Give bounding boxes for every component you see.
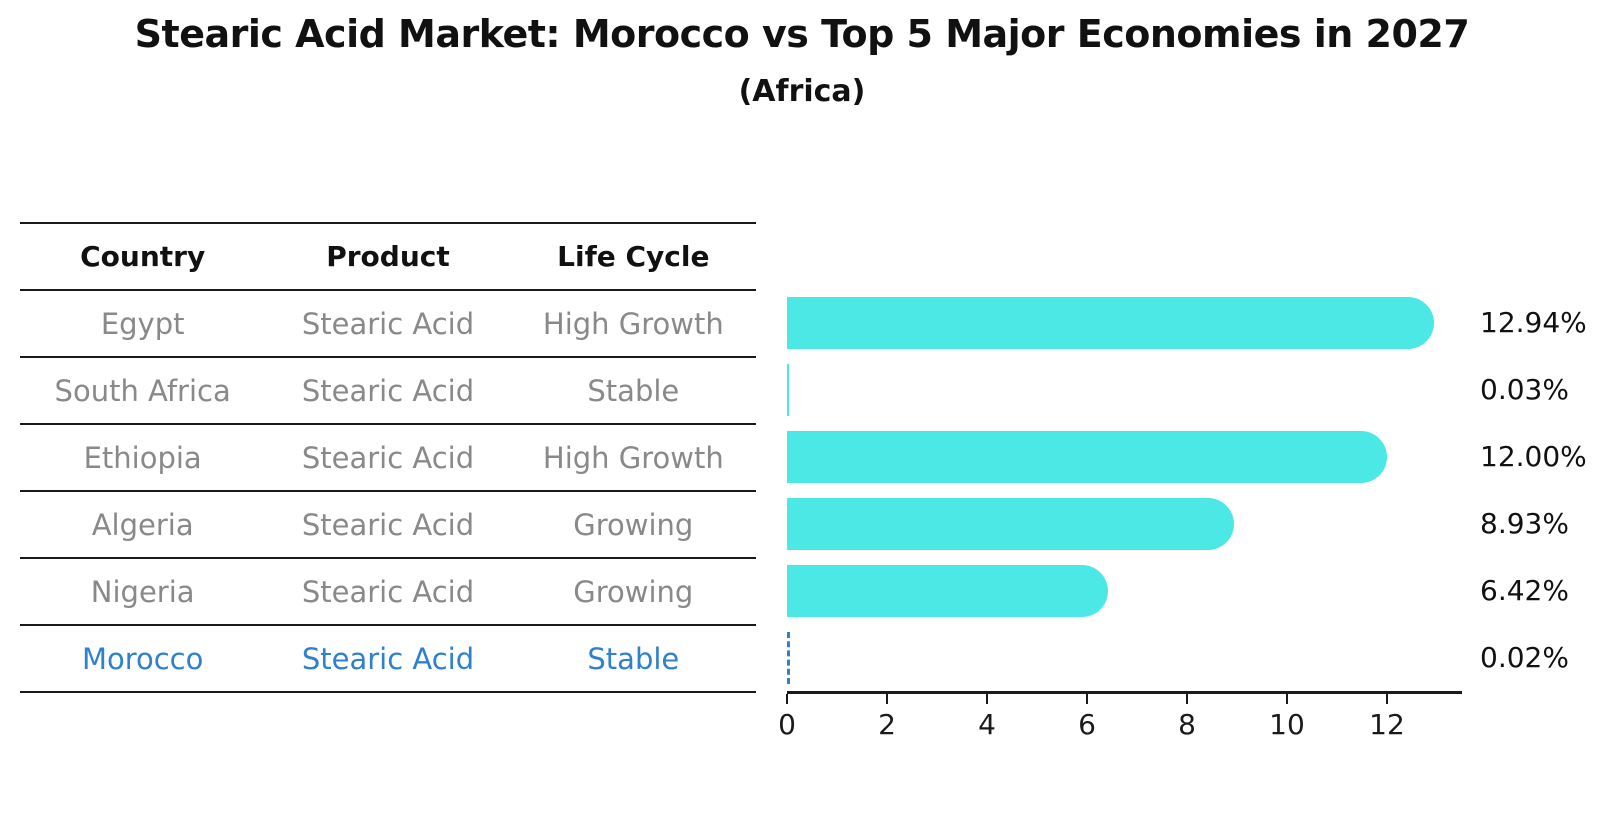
x-axis: 0 2 4 6 8 10 12 [778,694,1462,754]
bar-value-label: 12.94% [1480,306,1587,339]
table-row: Algeria Stearic Acid Growing [20,490,756,557]
tick-mark [1386,694,1388,704]
bar [787,363,789,416]
bar-row [787,423,1462,490]
chart-title: Stearic Acid Market: Morocco vs Top 5 Ma… [134,12,1470,56]
tick-mark [986,694,988,704]
bar-value-label: 0.02% [1480,641,1569,674]
product-cell: Stearic Acid [301,306,475,341]
tick-mark [1086,694,1088,704]
column-header-product: Product [326,240,450,273]
life-cycle-cell: Growing [573,507,694,542]
bar-value-label: 0.03% [1480,373,1569,406]
value-labels: 12.94% 0.03% 12.00% 8.93% 6.42% 0.02% [1480,289,1604,691]
country-cell: Algeria [91,507,194,542]
tick-label: 10 [1269,708,1305,741]
table-row: Egypt Stearic Acid High Growth [20,289,756,356]
country-table: Country Product Life Cycle Egypt Stearic… [20,222,756,693]
bar-value-label: 8.93% [1480,507,1569,540]
bar-row [787,289,1462,356]
bar [787,564,1108,617]
life-cycle-cell: Stable [587,641,680,676]
bar-row [787,490,1462,557]
product-cell: Stearic Acid [301,641,475,676]
bar [787,430,1387,483]
life-cycle-cell: High Growth [542,306,724,341]
country-cell: Ethiopia [83,440,202,475]
table-row: Ethiopia Stearic Acid High Growth [20,423,756,490]
column-header-life-cycle: Life Cycle [557,240,710,273]
country-cell: Nigeria [90,574,195,609]
country-cell: Egypt [100,306,185,341]
chart-subtitle: (Africa) [738,74,866,109]
bar [787,631,790,684]
tick-mark [886,694,888,704]
table-row: Morocco Stearic Acid Stable [20,624,756,691]
bar [787,296,1434,349]
tick-label: 2 [878,708,896,741]
bar-row [787,557,1462,624]
life-cycle-cell: Growing [573,574,694,609]
product-cell: Stearic Acid [301,440,475,475]
bar-chart [787,289,1462,694]
tick-label: 4 [978,708,996,741]
product-cell: Stearic Acid [301,507,475,542]
bar-row [787,624,1462,691]
bar-value-label: 6.42% [1480,574,1569,607]
table-row: South Africa Stearic Acid Stable [20,356,756,423]
tick-label: 0 [778,708,796,741]
table-header-row: Country Product Life Cycle [20,222,756,289]
country-cell: Morocco [81,641,204,676]
tick-label: 6 [1078,708,1096,741]
life-cycle-cell: Stable [587,373,680,408]
column-header-country: Country [80,240,206,273]
country-cell: South Africa [54,373,231,408]
bar [787,497,1234,550]
product-cell: Stearic Acid [301,373,475,408]
tick-mark [786,694,788,704]
bar-row [787,356,1462,423]
tick-mark [1186,694,1188,704]
table-row: Nigeria Stearic Acid Growing [20,557,756,624]
tick-label: 8 [1178,708,1196,741]
product-cell: Stearic Acid [301,574,475,609]
tick-mark [1286,694,1288,704]
bar-value-label: 12.00% [1480,440,1587,473]
tick-label: 12 [1369,708,1405,741]
life-cycle-cell: High Growth [542,440,724,475]
